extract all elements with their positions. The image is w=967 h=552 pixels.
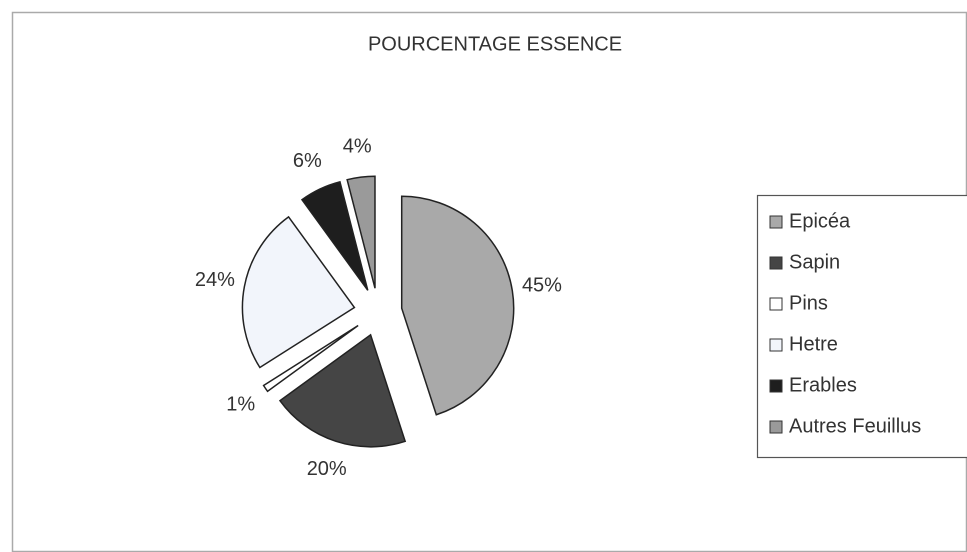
data-label: 6%: [293, 150, 322, 172]
legend-label: Sapin: [789, 251, 840, 273]
data-label: 1%: [226, 394, 255, 416]
data-label: 20%: [307, 458, 347, 480]
legend-swatch: [769, 297, 783, 311]
legend-label: Hetre: [789, 333, 838, 355]
pie-slice: [346, 175, 376, 289]
legend-label: Autres Feuillus: [789, 415, 921, 437]
legend-label: Erables: [789, 374, 857, 396]
legend-swatch: [769, 338, 783, 352]
data-label: 24%: [195, 269, 235, 291]
pie-slice: [278, 333, 407, 448]
chart-title: POURCENTAGE ESSENCE: [368, 33, 622, 55]
legend-label: Epicéa: [789, 210, 851, 232]
legend-box: [756, 194, 967, 459]
legend-swatch: [769, 420, 783, 434]
data-label: 4%: [343, 136, 372, 158]
legend-label: Pins: [789, 292, 828, 314]
legend-swatch: [769, 215, 783, 229]
pie-slice: [241, 215, 356, 369]
legend-swatch: [769, 256, 783, 270]
pie-slice: [400, 195, 515, 416]
pie-slice: [300, 180, 369, 291]
pie-slice: [262, 324, 359, 393]
data-label: 45%: [522, 274, 562, 296]
legend-swatch: [769, 379, 783, 393]
